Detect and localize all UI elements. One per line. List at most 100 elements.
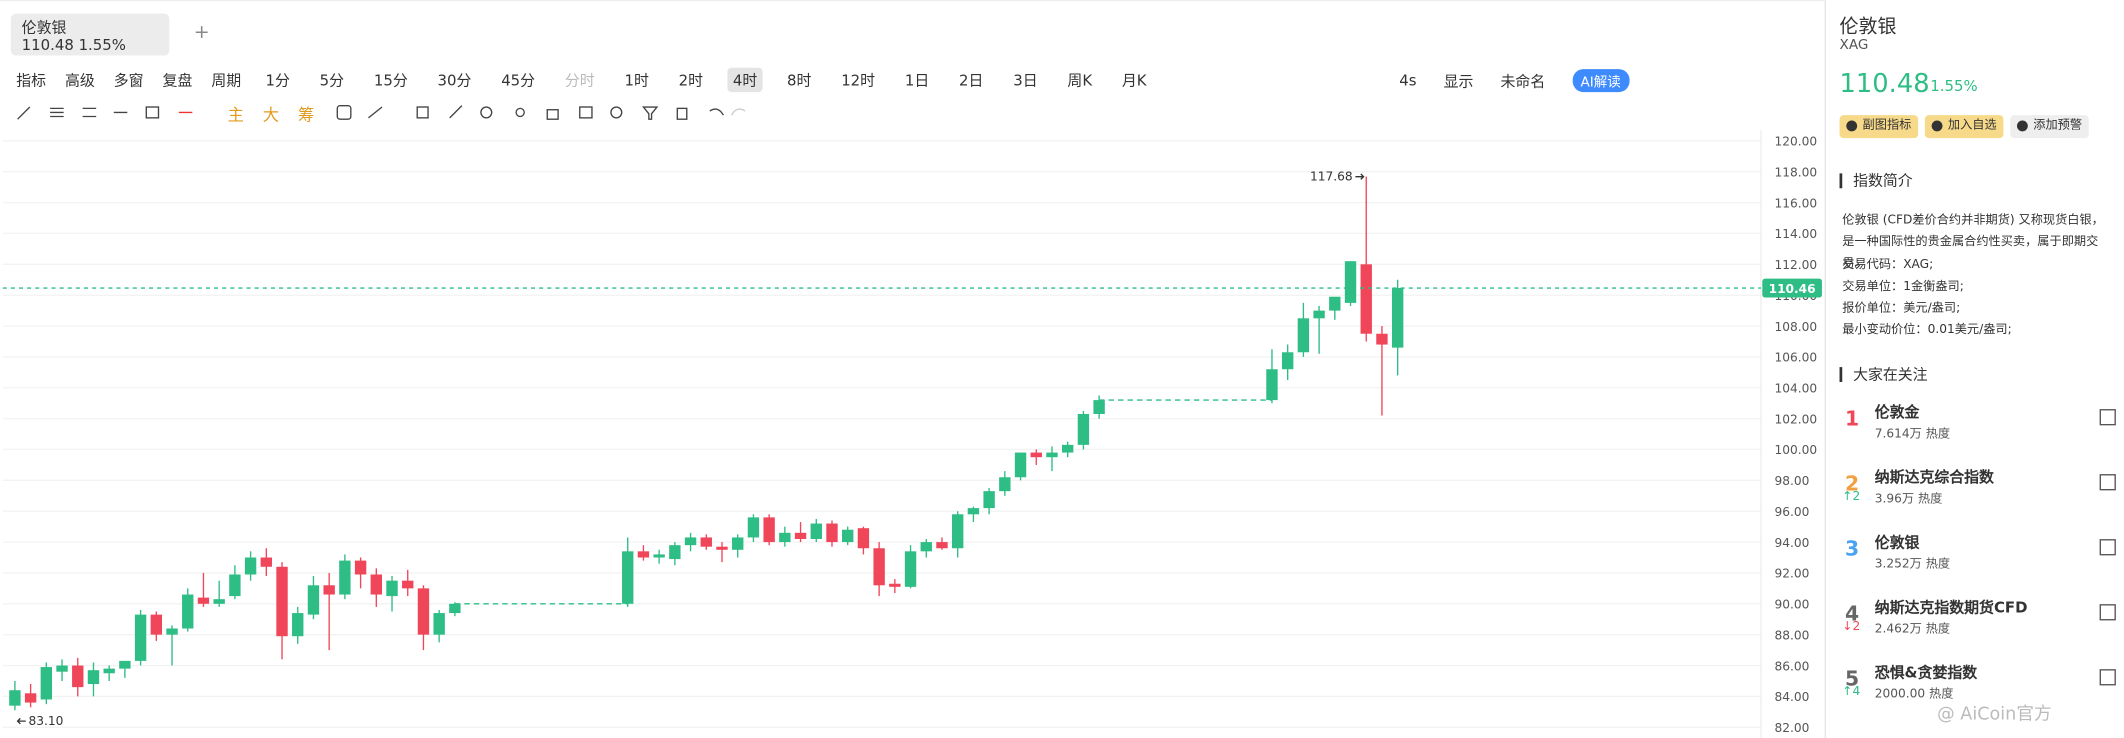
candle-body — [983, 491, 995, 509]
period-button[interactable]: 分时 — [564, 71, 595, 90]
high-label: 117.68 — [1310, 170, 1353, 184]
period-button[interactable]: 4时 — [727, 67, 763, 93]
indicator-toggle[interactable]: 筹 — [298, 105, 315, 125]
toolbar-item[interactable]: 周期 — [211, 71, 242, 90]
candle-body — [999, 477, 1011, 492]
candle-body — [87, 670, 100, 685]
toolbar-item[interactable]: 多窗 — [113, 71, 144, 90]
detail-line: 最小变动价位：0.01美元/盎司; — [1842, 323, 2012, 338]
watch-name: 纳斯达克指数期货CFD — [1874, 598, 2028, 617]
period-button[interactable]: 2日 — [959, 71, 984, 90]
period-button[interactable]: 1时 — [624, 71, 649, 90]
y-tick-label: 118.00 — [1775, 165, 1818, 179]
candle-body — [1077, 413, 1090, 445]
period-button[interactable]: 2时 — [678, 71, 704, 90]
candle-body — [1061, 444, 1074, 453]
candle-body — [1046, 452, 1058, 458]
y-tick-label: 120.00 — [1775, 135, 1818, 149]
panel-button[interactable]: 加入自选 — [1924, 115, 2004, 139]
y-tick-label: 82.00 — [1775, 721, 1810, 735]
watch-add[interactable] — [2099, 604, 2116, 621]
toolbar-item[interactable]: 未命名 — [1500, 72, 1546, 91]
candle-body — [134, 614, 147, 661]
candle-body — [826, 523, 838, 543]
period-button[interactable]: 30分 — [437, 71, 472, 90]
period-button[interactable]: 12时 — [841, 71, 876, 90]
y-tick-label: 96.00 — [1775, 505, 1810, 519]
candle-body — [763, 517, 775, 543]
period-button[interactable]: 1分 — [265, 71, 290, 90]
toolbar-item[interactable]: 高级 — [65, 71, 95, 90]
watch-add[interactable] — [2099, 474, 2116, 491]
candle-body — [417, 588, 430, 635]
candle-body — [370, 574, 382, 595]
indicator-toggle[interactable]: 大 — [262, 105, 280, 125]
candle-body — [213, 599, 225, 604]
y-tick-label: 86.00 — [1775, 659, 1810, 673]
candle-body — [684, 537, 697, 546]
candle-body — [952, 514, 964, 549]
high-arrow — [1355, 173, 1365, 180]
period-button[interactable]: 5分 — [319, 71, 345, 90]
watch-item[interactable]: 5 恐惧&贪婪指数 2000.00 热度 ↑4 — [1837, 658, 2121, 723]
toolbar-item[interactable]: 指标 — [16, 71, 47, 90]
watch-title: 大家在关注 — [1839, 367, 1928, 382]
candle-body — [1391, 288, 1404, 348]
period-button[interactable]: 周K — [1067, 71, 1093, 90]
y-tick-label: 94.00 — [1775, 536, 1810, 550]
candle-body — [9, 690, 21, 706]
watch-add[interactable] — [2099, 669, 2116, 686]
candle-body — [889, 583, 901, 587]
candle-body — [150, 614, 163, 635]
panel-buttons: 副图指标 加入自选 添加预警 — [1839, 115, 2089, 139]
candle-body — [936, 542, 948, 549]
watch-item[interactable]: 1 伦敦金 7.614万 热度 — [1837, 398, 2121, 463]
symbol-tab[interactable]: 伦敦银 110.48 1.55% — [10, 13, 170, 56]
watch-move: ↑2 — [1842, 490, 1861, 504]
period-button[interactable]: 3日 — [1013, 71, 1038, 90]
watch-item[interactable]: 3 伦敦银 3.252万 热度 — [1837, 528, 2121, 593]
candle-body — [1014, 452, 1027, 478]
period-button[interactable]: 1日 — [904, 71, 930, 90]
toolbar-item[interactable]: 复盘 — [162, 71, 193, 90]
candle-body — [354, 560, 367, 575]
candle-body — [904, 551, 917, 587]
period-button[interactable]: 45分 — [501, 71, 536, 90]
watch-rank: 5 — [1844, 666, 1860, 691]
candle-body — [1376, 333, 1388, 345]
candle-body — [72, 665, 84, 688]
candle-body — [166, 628, 178, 635]
toolbar-item[interactable]: 显示 — [1443, 72, 1474, 91]
toolbar-item[interactable]: AI解读 — [1572, 69, 1629, 93]
candle-body — [622, 551, 634, 604]
panel-button[interactable]: 添加预警 — [2010, 115, 2089, 139]
candle-body — [244, 557, 257, 575]
candle-body — [920, 542, 932, 552]
watch-add[interactable] — [2099, 409, 2116, 426]
y-tick-label: 104.00 — [1775, 381, 1818, 395]
watch-name: 伦敦银 — [1874, 533, 1920, 552]
candle-body — [339, 560, 351, 595]
candle-body — [700, 537, 712, 547]
watch-item[interactable]: 4 纳斯达克指数期货CFD 2.462万 热度 ↓2 — [1837, 593, 2121, 658]
candle-body — [119, 660, 131, 669]
period-button[interactable]: 8时 — [787, 71, 812, 90]
watch-add[interactable] — [2099, 539, 2116, 556]
period-button[interactable]: 月K — [1121, 71, 1147, 90]
add-tab[interactable]: + — [193, 21, 210, 44]
toolbar-right: 4s 显示 未命名 AI解读 — [1399, 69, 1629, 93]
y-tick-label: 112.00 — [1775, 258, 1818, 272]
candle-body — [637, 551, 650, 558]
candle-body — [653, 554, 665, 558]
candle-body — [276, 566, 288, 637]
panel-button[interactable]: 副图指标 — [1839, 115, 1919, 139]
period-button[interactable]: 15分 — [373, 71, 408, 90]
indicator-toggle[interactable]: 主 — [227, 105, 244, 125]
y-tick-label: 98.00 — [1775, 474, 1810, 488]
panel-title: 伦敦银 — [1839, 16, 1897, 38]
y-tick-label: 116.00 — [1775, 196, 1818, 210]
candle-body — [732, 537, 744, 550]
toolbar-item[interactable]: 4s — [1399, 71, 1417, 90]
watch-item[interactable]: 2 纳斯达克综合指数 3.96万 热度 ↑2 — [1837, 463, 2121, 528]
last-price-label: 110.46 — [1769, 282, 1816, 296]
